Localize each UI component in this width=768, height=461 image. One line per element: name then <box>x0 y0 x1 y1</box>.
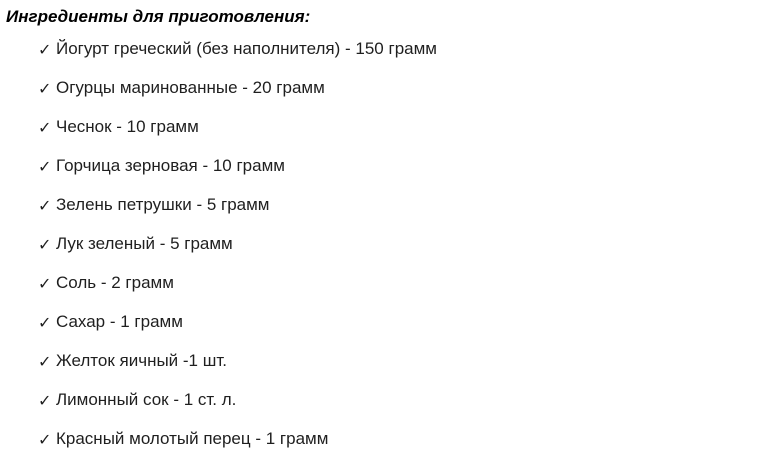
ingredient-text: Сахар - 1 грамм <box>56 312 183 332</box>
ingredient-list: ✓ Йогурт греческий (без наполнителя) - 15… <box>0 30 768 459</box>
checkmark-icon: ✓ <box>38 195 52 215</box>
ingredient-text: Лук зеленый - 5 грамм <box>56 234 233 254</box>
list-item: ✓ Зелень петрушки - 5 грамм <box>0 186 768 225</box>
checkmark-icon: ✓ <box>38 351 52 371</box>
list-item: ✓ Сахар - 1 грамм <box>0 303 768 342</box>
list-item: ✓ Йогурт греческий (без наполнителя) - 15… <box>0 30 768 69</box>
ingredient-text: Лимонный сок - 1 ст. л. <box>56 390 237 410</box>
list-item: ✓ Лук зеленый - 5 грамм <box>0 225 768 264</box>
list-item: ✓ Горчица зерновая - 10 грамм <box>0 147 768 186</box>
checkmark-icon: ✓ <box>38 234 52 254</box>
ingredient-text: Огурцы маринованные - 20 грамм <box>56 78 325 98</box>
ingredient-text: Горчица зерновая - 10 грамм <box>56 156 285 176</box>
ingredient-text: Чеснок - 10 грамм <box>56 117 199 137</box>
checkmark-icon: ✓ <box>38 429 52 449</box>
ingredient-text: Йогурт греческий (без наполнителя) - 150… <box>56 39 437 59</box>
ingredient-text: Красный молотый перец - 1 грамм <box>56 429 329 449</box>
list-item: ✓ Огурцы маринованные - 20 грамм <box>0 69 768 108</box>
ingredient-text: Зелень петрушки - 5 грамм <box>56 195 270 215</box>
list-item: ✓ Соль - 2 грамм <box>0 264 768 303</box>
list-item: ✓ Чеснок - 10 грамм <box>0 108 768 147</box>
list-item: ✓ Красный молотый перец - 1 грамм <box>0 420 768 459</box>
ingredient-text: Соль - 2 грамм <box>56 273 174 293</box>
checkmark-icon: ✓ <box>38 312 52 332</box>
checkmark-icon: ✓ <box>38 273 52 293</box>
page-title: Ингредиенты для приготовления: <box>6 7 311 26</box>
checkmark-icon: ✓ <box>38 156 52 176</box>
checkmark-icon: ✓ <box>38 39 52 59</box>
ingredient-text: Желток яичный -1 шт. <box>56 351 227 371</box>
list-item: ✓ Лимонный сок - 1 ст. л. <box>0 381 768 420</box>
checkmark-icon: ✓ <box>38 390 52 410</box>
list-item: ✓ Желток яичный -1 шт. <box>0 342 768 381</box>
checkmark-icon: ✓ <box>38 117 52 137</box>
checkmark-icon: ✓ <box>38 78 52 98</box>
